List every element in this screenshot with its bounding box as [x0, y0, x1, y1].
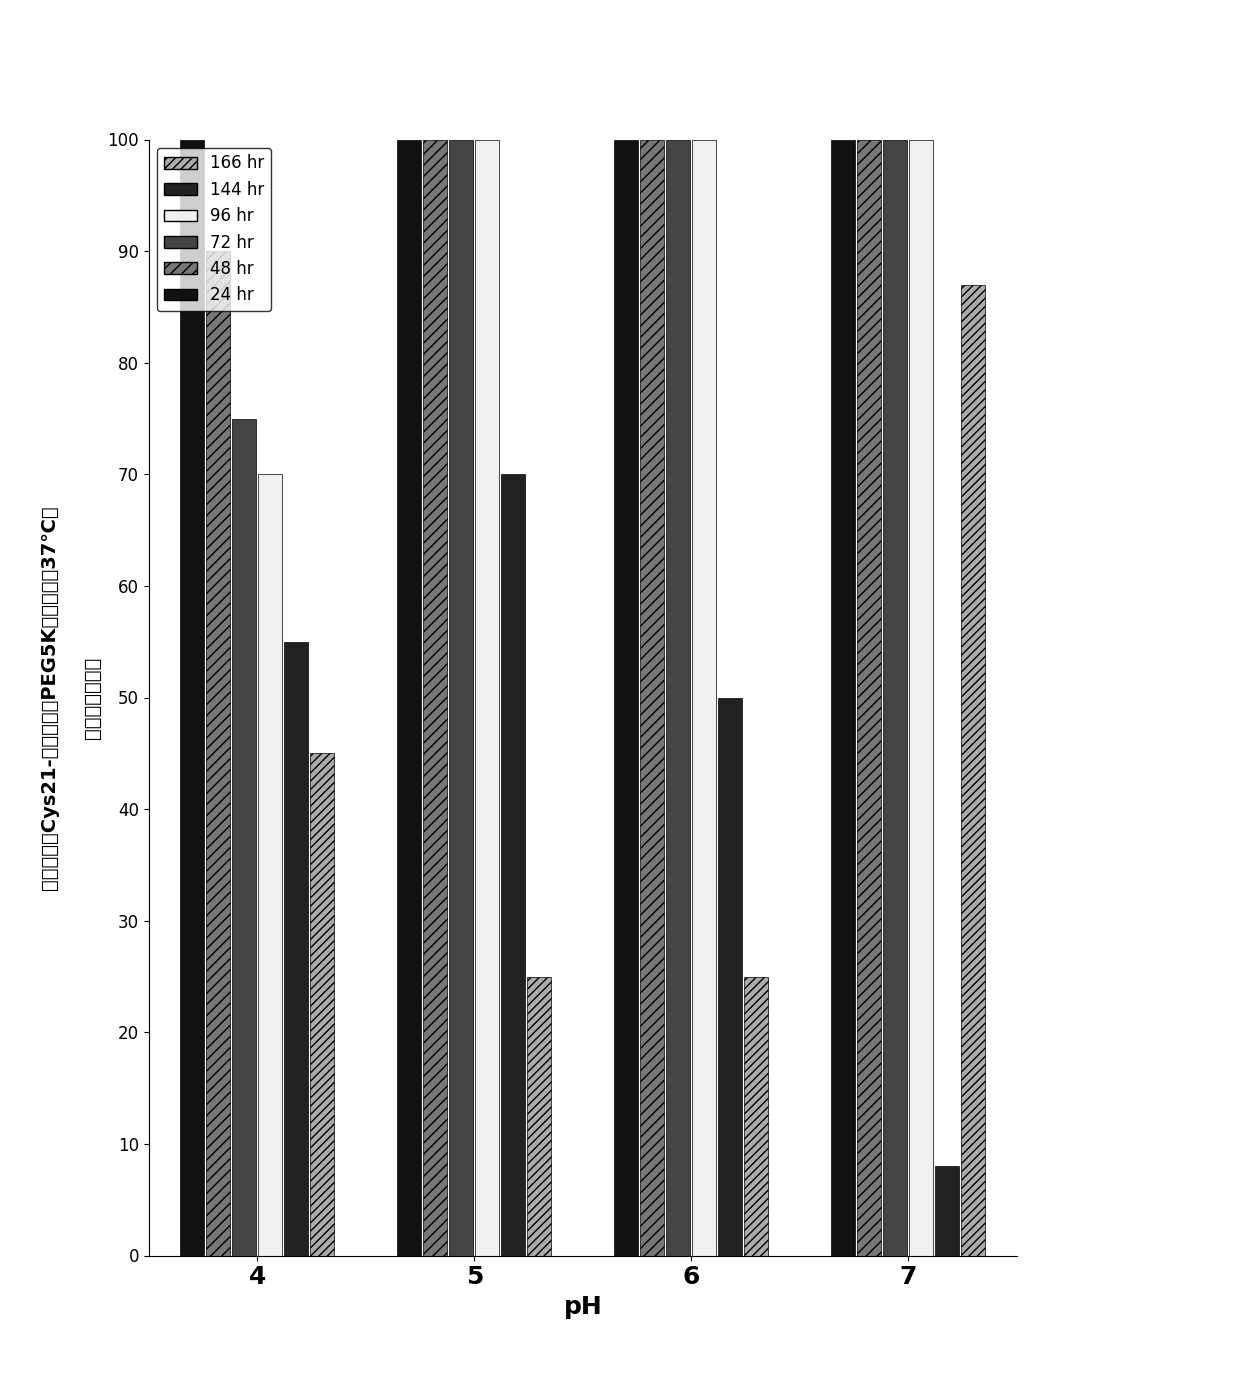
Bar — [527, 976, 552, 1256]
Bar — [883, 140, 908, 1256]
Bar — [180, 140, 205, 1256]
Bar — [718, 698, 743, 1256]
Bar — [857, 140, 882, 1256]
Bar — [397, 140, 422, 1256]
Bar — [666, 140, 691, 1256]
Bar — [831, 140, 856, 1256]
Bar — [744, 976, 769, 1256]
Bar — [258, 474, 283, 1256]
Bar — [501, 474, 526, 1256]
Bar — [310, 753, 335, 1256]
X-axis label: pH: pH — [563, 1295, 603, 1318]
Bar — [284, 642, 309, 1256]
Bar — [909, 140, 934, 1256]
Y-axis label: 剩余原型百分比: 剩余原型百分比 — [83, 657, 102, 738]
Bar — [423, 140, 448, 1256]
Bar — [232, 418, 257, 1256]
Text: 肠高血糖素Cys21-马来酯亚肾PEG5K的稳定性（37℃）: 肠高血糖素Cys21-马来酯亚肾PEG5K的稳定性（37℃） — [40, 505, 60, 890]
Bar — [935, 1166, 960, 1256]
Bar — [475, 140, 500, 1256]
Bar — [206, 251, 231, 1256]
Bar — [449, 140, 474, 1256]
Legend: 166 hr, 144 hr, 96 hr, 72 hr, 48 hr, 24 hr: 166 hr, 144 hr, 96 hr, 72 hr, 48 hr, 24 … — [157, 148, 272, 311]
Bar — [640, 140, 665, 1256]
Bar — [614, 140, 639, 1256]
Bar — [961, 285, 986, 1256]
Bar — [692, 140, 717, 1256]
